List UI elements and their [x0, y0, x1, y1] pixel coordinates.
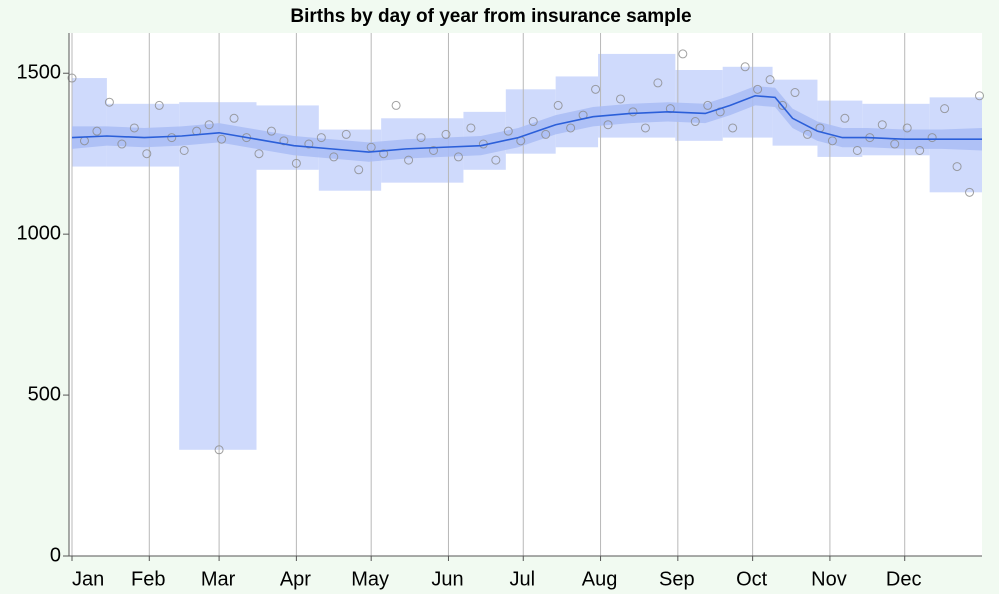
band-segment — [72, 78, 107, 167]
data-point — [142, 149, 152, 159]
y-tick-label: 1000 — [17, 222, 62, 244]
data-point — [304, 139, 314, 149]
x-tick-label: Jun — [431, 568, 463, 590]
data-point — [104, 97, 114, 107]
data-point — [678, 49, 688, 59]
data-point — [279, 136, 289, 146]
data-point — [204, 120, 214, 130]
band-segment — [598, 53, 676, 138]
data-point — [940, 104, 950, 114]
data-point — [214, 445, 224, 455]
data-point — [453, 152, 463, 162]
data-point — [740, 62, 750, 72]
chart-title: Births by day of year from insurance sam… — [290, 6, 691, 27]
data-point — [703, 100, 713, 110]
data-point — [852, 145, 862, 155]
x-tick-label: Jan — [72, 568, 104, 590]
data-point — [329, 152, 339, 162]
data-point — [802, 129, 812, 139]
data-point — [167, 133, 177, 143]
x-tick-label: Jul — [509, 568, 535, 590]
band-segment — [179, 102, 257, 450]
x-tick-label: Nov — [811, 568, 847, 590]
data-point — [129, 123, 139, 133]
data-point — [528, 117, 538, 127]
y-tick-label: 500 — [28, 383, 61, 405]
data-point — [391, 100, 401, 110]
data-point — [927, 133, 937, 143]
data-point — [778, 100, 788, 110]
data-point — [354, 165, 364, 175]
data-point — [179, 145, 189, 155]
data-point — [541, 129, 551, 139]
data-point — [753, 84, 763, 94]
data-point — [902, 123, 912, 133]
data-point — [553, 100, 563, 110]
data-point — [154, 100, 164, 110]
data-point — [217, 134, 227, 144]
data-point — [765, 75, 775, 85]
data-point — [591, 84, 601, 94]
y-tick-label: 1500 — [17, 62, 62, 84]
data-point — [491, 155, 501, 165]
x-tick-label: Aug — [582, 568, 618, 590]
data-point — [952, 162, 962, 172]
data-point — [728, 123, 738, 133]
data-point — [266, 126, 276, 136]
x-tick-label: May — [351, 568, 389, 590]
data-point — [316, 133, 326, 143]
x-tick-label: Oct — [736, 568, 768, 590]
data-point — [603, 120, 613, 130]
data-point — [890, 139, 900, 149]
data-point — [790, 88, 800, 98]
data-point — [254, 149, 264, 159]
data-point — [341, 129, 351, 139]
data-point — [379, 149, 389, 159]
data-point — [615, 94, 625, 104]
data-point — [67, 73, 77, 83]
data-point — [653, 78, 663, 88]
trend-line — [71, 94, 982, 153]
data-point — [503, 126, 513, 136]
data-point — [441, 129, 451, 139]
data-point — [628, 107, 638, 117]
data-point — [566, 123, 576, 133]
y-tick-label: 0 — [50, 544, 61, 566]
data-point — [640, 123, 650, 133]
x-tick-label: Dec — [886, 568, 922, 590]
x-tick-label: Apr — [280, 568, 311, 590]
x-tick-label: Mar — [201, 568, 236, 590]
data-point — [466, 123, 476, 133]
data-point — [840, 113, 850, 123]
data-point — [404, 155, 414, 165]
x-tick-label: Feb — [131, 568, 165, 590]
data-point — [965, 187, 975, 197]
inner-band — [72, 86, 982, 162]
data-point — [117, 139, 127, 149]
data-point — [975, 91, 985, 101]
data-point — [827, 136, 837, 146]
data-point — [291, 158, 301, 168]
data-point — [915, 145, 925, 155]
data-point — [690, 117, 700, 127]
data-point — [416, 133, 426, 143]
data-point — [229, 113, 239, 123]
x-tick-label: Sep — [659, 568, 695, 590]
data-point — [877, 120, 887, 130]
data-point — [92, 126, 102, 136]
data-point — [429, 145, 439, 155]
